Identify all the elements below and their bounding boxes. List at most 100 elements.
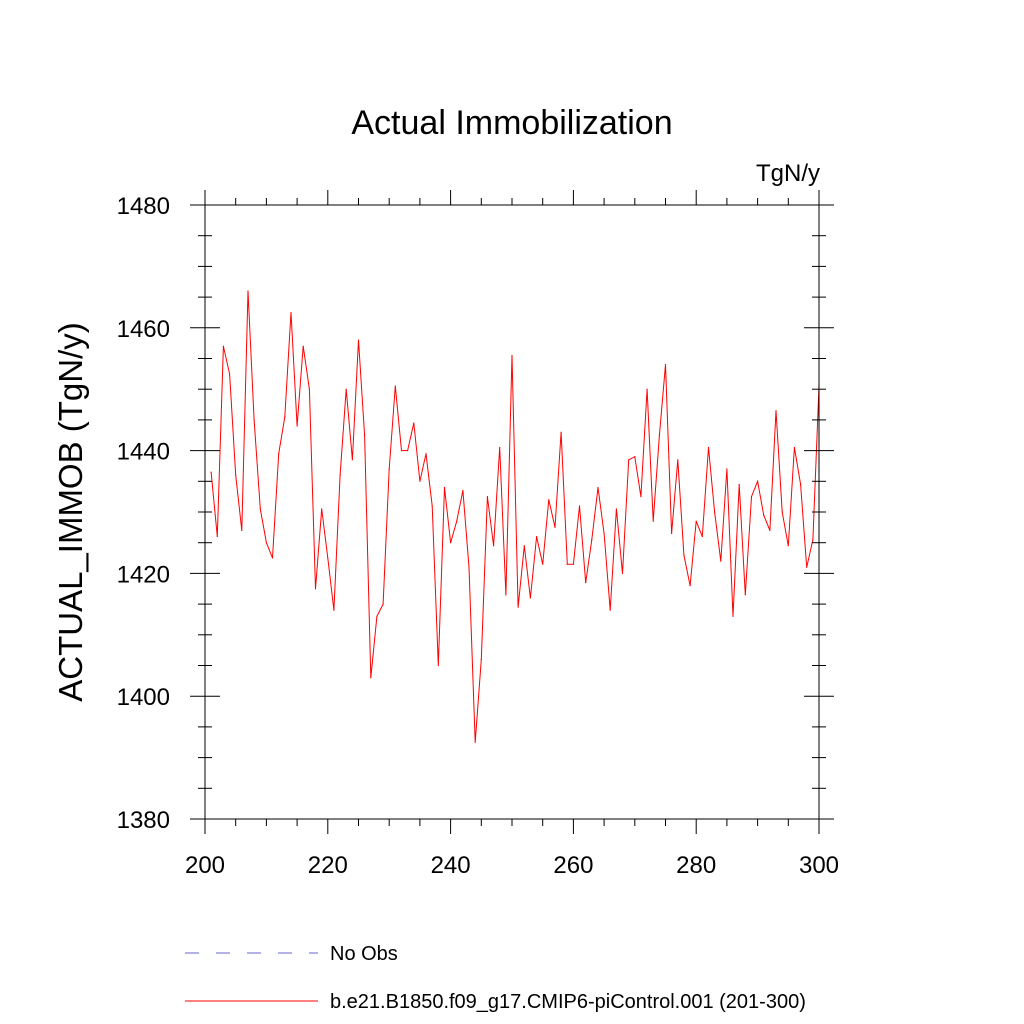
y-tick-label: 1400 <box>117 684 170 711</box>
data-point <box>597 486 599 489</box>
data-point <box>634 456 636 458</box>
data-point <box>664 364 667 366</box>
data-point <box>591 539 593 541</box>
data-point <box>321 508 323 510</box>
data-point <box>781 511 783 513</box>
data-point <box>400 450 403 452</box>
data-point <box>253 419 255 421</box>
data-point <box>640 496 642 498</box>
data-point <box>351 459 353 461</box>
x-tick-label: 300 <box>799 852 839 879</box>
data-point <box>658 434 660 436</box>
y-axis-label: ACTUAL_IMMOB (TgN/y) <box>52 322 89 702</box>
data-point <box>210 471 212 473</box>
data-point <box>603 532 605 535</box>
units-label: TgN/y <box>756 160 820 187</box>
data-point <box>431 505 433 507</box>
data-point <box>677 459 679 461</box>
data-point <box>492 545 495 547</box>
data-point <box>769 529 771 532</box>
data-point <box>511 354 513 357</box>
data-point <box>763 514 765 516</box>
data-point <box>456 520 458 522</box>
data-point <box>216 535 218 538</box>
data-point <box>382 603 384 605</box>
data-point <box>235 474 237 476</box>
data-point <box>535 535 538 538</box>
data-point <box>388 468 390 470</box>
y-tick-label: 1440 <box>117 439 170 466</box>
x-tick-label: 260 <box>553 852 593 879</box>
data-point <box>425 453 427 455</box>
data-point <box>339 474 341 476</box>
y-tick-label: 1380 <box>117 807 170 834</box>
data-point <box>628 459 630 461</box>
data-point <box>646 388 648 390</box>
data-point <box>394 385 396 387</box>
data-point <box>554 526 556 528</box>
data-point <box>222 345 225 347</box>
data-point <box>480 658 482 660</box>
data-point <box>376 615 378 617</box>
data-point <box>486 496 489 498</box>
data-point <box>462 489 464 492</box>
data-point <box>542 563 544 565</box>
plot-area <box>210 290 820 743</box>
data-point <box>271 557 274 559</box>
data-point <box>683 554 685 556</box>
data-point <box>228 373 231 375</box>
data-point <box>572 563 575 565</box>
y-tick-label: 1420 <box>117 561 170 588</box>
data-point <box>314 588 317 590</box>
data-point <box>364 434 366 436</box>
data-point <box>738 483 740 485</box>
data-point <box>793 446 796 449</box>
data-point <box>284 416 286 418</box>
data-point <box>720 560 722 562</box>
x-tick-label: 240 <box>431 852 471 879</box>
data-point <box>529 597 532 599</box>
data-point <box>523 545 525 547</box>
axes: 200 220 240 260 280 300 1380 1400 1420 1440 1460 14… <box>117 190 839 879</box>
series-line <box>210 290 820 743</box>
data-point <box>548 499 550 501</box>
data-point <box>652 520 654 522</box>
data-point <box>689 585 691 587</box>
y-tick-label: 1480 <box>117 193 170 220</box>
chart-title: Actual Immobilization <box>351 104 672 142</box>
data-point <box>327 557 329 559</box>
x-tick-label: 280 <box>676 852 716 879</box>
plot-frame <box>204 204 820 820</box>
data-point <box>296 425 298 427</box>
data-point <box>609 609 611 611</box>
x-tick-label: 220 <box>308 852 348 879</box>
data-point <box>806 566 808 568</box>
data-point <box>560 431 562 433</box>
data-point <box>726 468 728 470</box>
x-tick-label: 200 <box>185 852 225 879</box>
data-point <box>450 542 452 544</box>
y-tick-label: 1460 <box>117 316 170 343</box>
data-point <box>812 539 814 541</box>
data-point <box>308 388 310 390</box>
data-point <box>744 594 746 596</box>
data-point <box>259 508 261 510</box>
data-point <box>615 508 617 510</box>
data-point <box>247 290 249 292</box>
legend: No Obs b.e21.B1850.f09_g17.CMIP6-piContr… <box>185 943 806 1013</box>
data-point <box>585 582 587 584</box>
data-point <box>413 422 415 424</box>
data-point <box>345 388 347 390</box>
data-point <box>505 594 507 596</box>
data-point <box>787 545 789 547</box>
data-point <box>265 542 267 544</box>
data-point <box>419 480 421 482</box>
data-point <box>370 677 372 679</box>
data-point <box>407 450 409 452</box>
data-point <box>714 511 716 513</box>
data-point <box>499 446 501 449</box>
data-point <box>799 483 802 485</box>
data-point <box>357 339 360 341</box>
data-point <box>750 496 753 498</box>
